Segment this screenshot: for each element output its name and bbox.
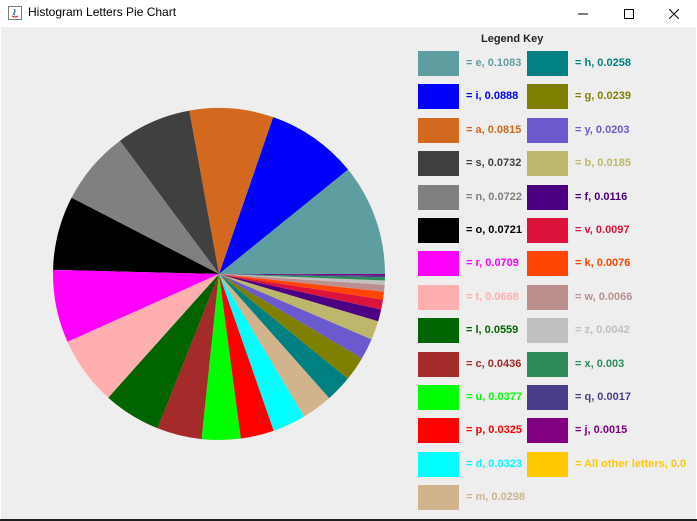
legend-swatch [527,218,568,243]
pie-slice-w [219,274,385,292]
legend-swatch [418,118,459,143]
pie-slice-b [219,274,379,340]
minimize-button[interactable] [560,0,606,27]
legend-label: = k, 0.0076 [575,257,631,269]
legend-swatch [418,452,459,477]
pie-slice-d [219,274,305,431]
pie-slice-r [52,269,220,342]
legend-swatch [527,385,568,410]
pie-slice-y [219,274,372,359]
pie-slice-z [219,274,385,285]
legend-swatch [527,318,568,343]
legend-label: = q, 0.0017 [575,391,631,403]
legend-label: = t, 0.0668 [466,291,519,303]
legend-label: = f, 0.0116 [575,191,628,203]
legend-label: = e, 0.1083 [466,57,522,69]
legend-label: = b, 0.0185 [575,157,631,169]
legend-label: = l, 0.0559 [466,324,519,336]
legend-swatch [418,418,459,443]
pie-slice-j [219,274,385,276]
pie-slice-t [67,274,220,398]
legend-label: = x, 0.003 [575,358,625,370]
legend-swatch [527,352,568,377]
legend-label: = a, 0.0815 [466,124,522,136]
legend-swatch [418,485,459,510]
legend-label: = p, 0.0325 [466,424,522,436]
pie-slice-n [71,140,219,274]
pie-slice-v [219,274,384,310]
pie-slice-i [219,117,349,274]
pie-slice-q [219,274,385,278]
pie-slice-p [219,274,274,439]
legend-label: = n, 0.0722 [466,191,522,203]
pie-slice-a [189,108,274,274]
legend-swatch [527,185,568,210]
legend-label: = c, 0.0436 [466,358,522,370]
legend-label: = s, 0.0732 [466,157,522,169]
legend-label: = h, 0.0258 [575,57,631,69]
window-bottom-border [0,519,697,521]
legend-swatch [418,385,459,410]
pie-slice-c [157,274,219,440]
legend-swatch [527,251,568,276]
pie-slice-k [219,274,385,300]
legend-swatch [418,84,459,109]
legend-label: = o, 0.0721 [466,224,522,236]
pie-slice-l [108,274,219,429]
maximize-icon [624,8,634,19]
legend-swatch [527,84,568,109]
pie-slice-h [219,274,348,399]
close-button[interactable] [651,0,697,27]
legend-title: Legend Key [481,33,544,45]
legend-swatch [418,251,459,276]
pie-slice-m [219,274,330,417]
legend-swatch [418,151,459,176]
legend-label: = u, 0.0377 [466,391,522,403]
legend-label: = j, 0.0015 [575,424,628,436]
legend-swatch [527,285,568,310]
pie-slice-g [219,274,363,379]
legend-swatch [527,418,568,443]
legend-swatch [527,151,568,176]
pie-chart [52,108,385,441]
legend-label: = d, 0.0323 [466,458,522,470]
legend-label: = v, 0.0097 [575,224,630,236]
legend-swatch [418,218,459,243]
legend-swatch [527,118,568,143]
close-icon [669,8,679,19]
legend-swatch [418,318,459,343]
pie-slice-e [219,169,385,274]
legend-label: = w, 0.0066 [575,291,633,303]
java-app-icon [8,6,22,20]
legend-label: = r, 0.0709 [466,257,519,269]
legend-swatch [418,352,459,377]
chart-panel: Legend Key = e, 0.1083 = i, 0.0888 = a, 0.… [1,27,696,520]
legend-swatch [527,51,568,76]
maximize-button[interactable] [606,0,652,27]
legend-swatch [527,452,568,477]
legend-label: = All other letters, 0.0 [575,458,687,470]
legend-swatch [418,51,459,76]
minimize-icon [578,13,588,14]
legend-label: = i, 0.0888 [466,90,519,102]
legend-label: = z, 0.0042 [575,324,630,336]
window-title: Histogram Letters Pie Chart [28,5,177,19]
pie-slice-u [201,274,241,441]
legend-label: = m, 0.0298 [466,491,526,503]
pie-slice-o [53,197,219,274]
legend-label: = y, 0.0203 [575,124,630,136]
pie-slice-s [119,110,219,274]
legend-swatch [418,285,459,310]
title-bar[interactable]: Histogram Letters Pie Chart [0,0,697,27]
pie-slice-x [219,274,385,281]
pie-slice-f [219,274,382,322]
legend-label: = g, 0.0239 [575,90,631,102]
legend-swatch [418,185,459,210]
